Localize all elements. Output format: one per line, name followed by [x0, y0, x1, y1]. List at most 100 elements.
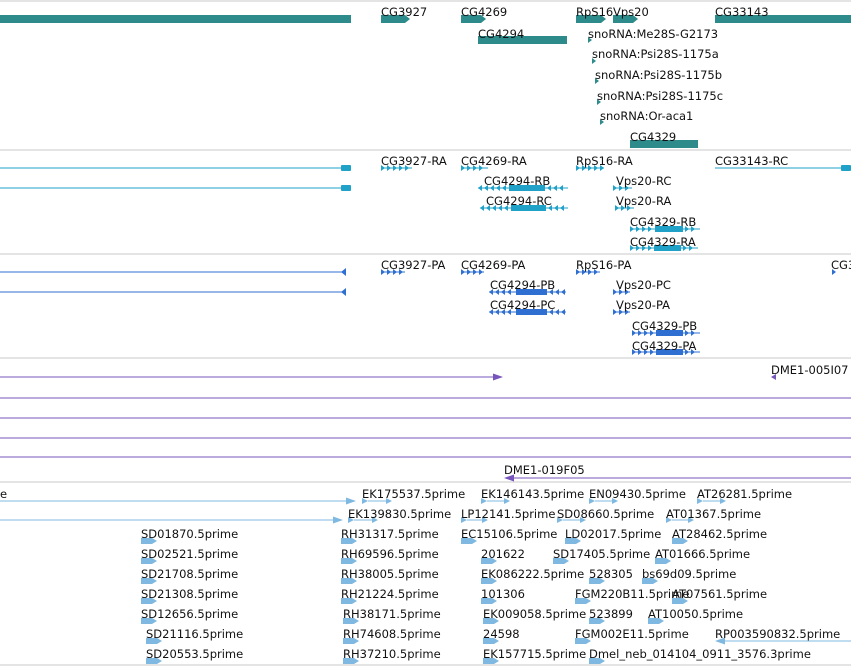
feature-sd21708-5prime[interactable]: SD21708.5prime [141, 567, 238, 584]
feature-rh69596-5prime[interactable]: RH69596.5prime [341, 547, 439, 564]
feature-rps16-pa[interactable]: RpS16-PA [576, 258, 632, 275]
feature-rps16[interactable]: RpS16 [576, 5, 613, 23]
feature-at28462-5prime[interactable]: AT28462.5prime [672, 527, 767, 544]
feature-dme1-005i07[interactable]: DME1-005I07 [771, 363, 849, 380]
feature-label: RH38171.5prime [343, 607, 441, 621]
feature-snorna-or-aca1[interactable]: snoRNA:Or-aca1 [600, 109, 693, 125]
feature-528305[interactable]: 528305 [589, 567, 633, 584]
feature-snorna-psi28s-1175b[interactable]: snoRNA:Psi28S-1175b [595, 68, 722, 84]
feature-est-span[interactable] [0, 516, 343, 524]
strand-chevron [638, 330, 642, 336]
feature-sd21116-5prime[interactable]: SD21116.5prime [146, 627, 243, 644]
feature-snorna-me28s-g2173[interactable]: snoRNA:Me28S-G2173 [588, 27, 718, 43]
feature-bs69d09-5prime[interactable]: bs69d09.5prime [642, 567, 736, 584]
feature-rh38005-5prime[interactable]: RH38005.5prime [341, 567, 439, 584]
feature-ek157715-5prime[interactable]: EK157715.5prime [483, 647, 586, 664]
feature-dme1-019f05[interactable]: DME1-019F05 [504, 463, 851, 482]
feature-vps20-pc[interactable]: Vps20-PC [613, 278, 671, 295]
feature-ek139830-5prime[interactable]: EK139830.5prime [348, 507, 451, 523]
feature-rh38171-5prime[interactable]: RH38171.5prime [343, 607, 441, 624]
track-bac-clones: DME1-005I07 DME1-019F05 [0, 363, 851, 482]
feature-sd21308-5prime[interactable]: SD21308.5prime [141, 587, 238, 604]
feature-ec15106-5prime[interactable]: EC15106.5prime [461, 527, 557, 544]
feature-cg4294-rc[interactable]: CG4294-RC [480, 194, 568, 211]
feature-rh37210-5prime[interactable]: RH37210.5prime [343, 647, 441, 664]
feature-rh74608-5prime[interactable]: RH74608.5prime [343, 627, 441, 644]
feature-cg4269-pa[interactable]: CG4269-PA [461, 258, 526, 275]
feature-e[interactable]: e [0, 487, 356, 505]
feature-24598[interactable]: 24598 [483, 627, 520, 644]
feature-vps20-pa[interactable]: Vps20-PA [613, 298, 670, 315]
feature-rh31317-5prime[interactable]: RH31317.5prime [341, 527, 439, 544]
feature-sd02521-5prime[interactable]: SD02521.5prime [141, 547, 238, 564]
feature-cg4294-rb[interactable]: CG4294-RB [478, 174, 568, 191]
est-arrowhead [352, 578, 357, 584]
feature-ld02017-5prime[interactable]: LD02017.5prime [565, 527, 661, 544]
feature-cg4329-pa[interactable]: CG4329-PA [632, 339, 700, 355]
feature-cg33143-rc[interactable]: CG33143-RC [715, 154, 851, 171]
feature-cg4294-pb[interactable]: CG4294-PB [489, 278, 566, 295]
feature-sd20553-5prime[interactable]: SD20553.5prime [146, 647, 243, 664]
feature-genes-span[interactable] [0, 15, 351, 23]
strand-chevron [560, 205, 564, 211]
feature-at07561-5prime[interactable]: AT07561.5prime [672, 587, 767, 604]
feature-at01367-5prime[interactable]: AT01367.5prime [666, 507, 761, 523]
feature-bac-clones-span[interactable] [0, 373, 503, 381]
feature-label: CG4294-RC [486, 194, 552, 208]
feature-cg4294[interactable]: CG4294 [478, 27, 567, 44]
feature-label: SD02521.5prime [141, 547, 238, 561]
feature-cg4269[interactable]: CG4269 [461, 5, 507, 23]
feature-rps16-ra[interactable]: RpS16-RA [576, 154, 633, 171]
feature-transcripts-span[interactable] [0, 165, 351, 171]
est-block [341, 558, 352, 564]
feature-ek009058-5prime[interactable]: EK009058.5prime [483, 607, 586, 624]
feature-cg4269-ra[interactable]: CG4269-RA [461, 154, 527, 171]
feature-ek086222-5prime[interactable]: EK086222.5prime [481, 567, 584, 584]
feature-snorna-psi28s-1175c[interactable]: snoRNA:Psi28S-1175c [597, 89, 723, 105]
strand-chevron [387, 269, 391, 275]
feature-lp12141-5prime[interactable]: LP12141.5prime [461, 507, 555, 523]
feature-sd08660-5prime[interactable]: SD08660.5prime [557, 507, 654, 523]
feature-cg4329[interactable]: CG4329 [630, 130, 698, 148]
feature-en09430-5prime[interactable]: EN09430.5prime [589, 487, 686, 504]
feature-ek146143-5prime[interactable]: EK146143.5prime [481, 487, 584, 504]
feature-523899[interactable]: 523899 [589, 607, 633, 624]
feature-proteins-span[interactable] [0, 288, 346, 296]
feature-label: SD17405.5prime [553, 547, 650, 561]
feature-cg3[interactable]: CG3 [831, 258, 851, 275]
feature-sd01870-5prime[interactable]: SD01870.5prime [141, 527, 238, 544]
strand-chevron [393, 269, 397, 275]
feature-sd12656-5prime[interactable]: SD12656.5prime [141, 607, 238, 624]
feature-cg4294-pc[interactable]: CG4294-PC [489, 298, 566, 315]
feature-cg3927-pa[interactable]: CG3927-PA [381, 258, 446, 275]
feature-cg33143[interactable]: CG33143 [715, 5, 851, 23]
feature-cg4329-rb[interactable]: CG4329-RB [630, 215, 700, 232]
feature-at01666-5prime[interactable]: AT01666.5prime [655, 547, 750, 564]
feature-transcripts-span[interactable] [0, 185, 351, 191]
feature-rp003590832-5prime[interactable]: RP003590832.5prime [715, 627, 851, 645]
feature-fgm002e11-5prime[interactable]: FGM002E11.5prime [575, 627, 689, 644]
feature-vps20[interactable]: Vps20 [613, 5, 649, 23]
feature-cg4329-ra[interactable]: CG4329-RA [630, 235, 698, 251]
feature-sd17405-5prime[interactable]: SD17405.5prime [553, 547, 650, 564]
feature-201622[interactable]: 201622 [481, 547, 525, 564]
feature-ek175537-5prime[interactable]: EK175537.5prime [362, 487, 465, 504]
feature-at26281-5prime[interactable]: AT26281.5prime [697, 487, 792, 504]
feature-vps20-rc[interactable]: Vps20-RC [613, 174, 671, 191]
feature-proteins-span[interactable] [0, 268, 346, 276]
feature-at10050-5prime[interactable]: AT10050.5prime [648, 607, 743, 624]
feature-101306[interactable]: 101306 [481, 587, 525, 604]
feature-snorna-psi28s-1175a[interactable]: snoRNA:Psi28S-1175a [592, 47, 719, 64]
feature-dmel-neb-014104-0911-3576-3prime[interactable]: Dmel_neb_014104_0911_3576.3prime [589, 647, 811, 664]
feature-rh21224-5prime[interactable]: RH21224.5prime [341, 587, 439, 604]
feature-cg4329-pb[interactable]: CG4329-PB [632, 319, 700, 336]
feature-vps20-ra[interactable]: Vps20-RA [615, 194, 671, 211]
feature-fgm220b11-5prime[interactable]: FGM220B11.5prime [575, 587, 689, 604]
feature-cg3927[interactable]: CG3927 [381, 5, 427, 23]
feature-cg3927-ra[interactable]: CG3927-RA [381, 154, 447, 171]
strand-chevron [504, 205, 508, 211]
feature-arrow [576, 15, 606, 23]
strand-chevron [555, 309, 559, 315]
